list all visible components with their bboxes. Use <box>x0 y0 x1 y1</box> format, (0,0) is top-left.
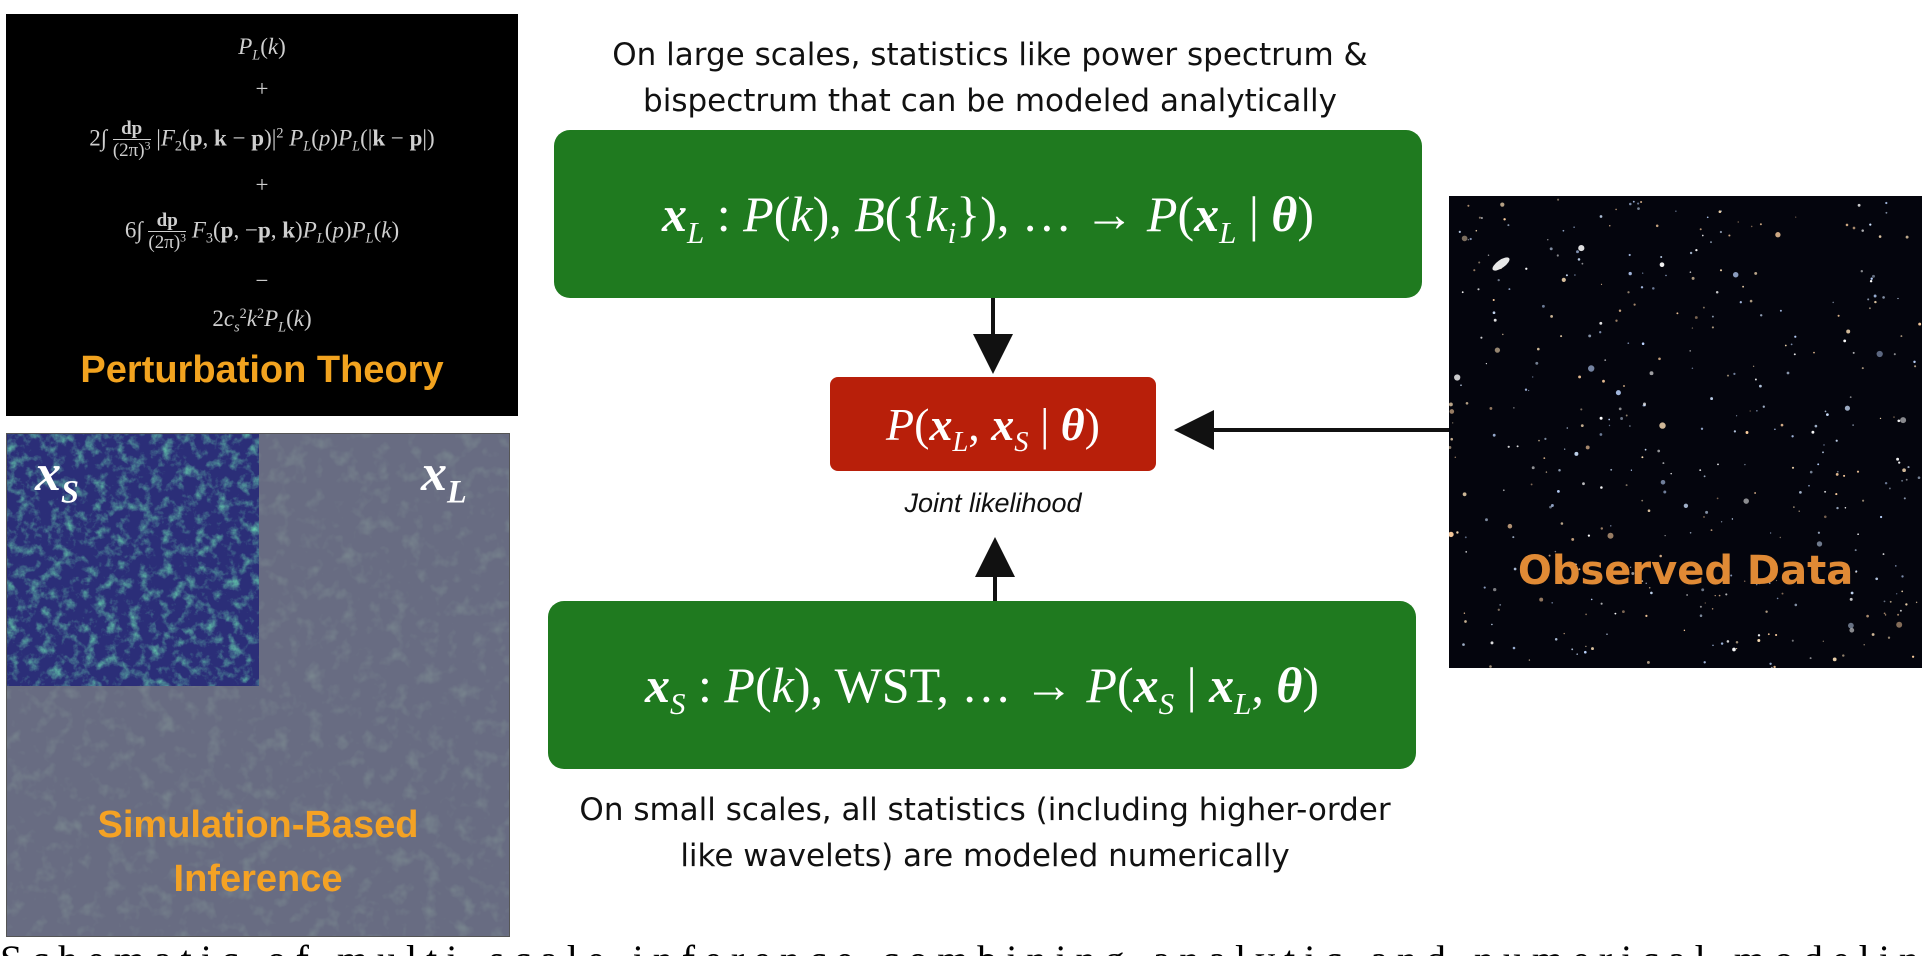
large-scale-likelihood-box: xL : P(k), B({ki}), … → P(xL | θ) <box>554 130 1422 298</box>
perturbation-theory-panel: PL(k) + 2∫ dp (2π)3 |F2(p, k − p)|2 PL(p)… <box>6 14 518 416</box>
observed-data-label: Observed Data <box>1517 548 1854 594</box>
large-scale-equation: xL : P(k), B({ki}), … → P(xL | θ) <box>662 186 1314 250</box>
simulation-label-line1: Simulation-Based <box>97 804 419 846</box>
small-scale-caption-line1: On small scales, all statistics (includi… <box>579 792 1391 828</box>
joint-likelihood-caption: Joint likelihood <box>904 488 1082 518</box>
small-scale-caption-line2: like wavelets) are modeled numerically <box>680 838 1290 874</box>
small-scale-likelihood-box: xS : P(k), WST, … → P(xS | xL, θ) <box>548 601 1416 769</box>
small-scale-caption: On small scales, all statistics (includi… <box>530 787 1440 879</box>
cropped-caption-fragment: Schematic of multi-scale inference combi… <box>0 940 1922 956</box>
joint-likelihood-equation: P(xL, xS | θ) <box>886 398 1100 458</box>
large-scale-symbol: xL <box>421 445 467 510</box>
large-scale-caption: On large scales, statistics like power s… <box>540 32 1440 124</box>
pt-minus-sign: − <box>255 268 269 293</box>
pt-counterterm: 2cs2k2PL(k) <box>212 306 312 336</box>
joint-likelihood-box: P(xL, xS | θ) <box>830 377 1156 471</box>
large-scale-caption-line1: On large scales, statistics like power s… <box>612 37 1368 73</box>
small-scale-equation: xS : P(k), WST, … → P(xS | xL, θ) <box>645 657 1319 721</box>
simulation-panel: xS xL Simulation-Based Inference <box>6 433 510 937</box>
perturbation-theory-title: Perturbation Theory <box>80 349 444 391</box>
small-scale-symbol: xS <box>35 445 79 510</box>
pt-plus-sign-2: + <box>255 172 269 197</box>
star-field-image <box>1449 198 1922 668</box>
pt-linear-term: PL(k) <box>238 34 286 64</box>
observed-data-panel: Observed Data <box>1449 196 1922 668</box>
pt-one-loop-p13-term: 6∫ dp (2π)3 F3(p, −p, k)PL(p)PL(k) <box>124 210 400 253</box>
pt-one-loop-p22-term: 2∫ dp (2π)3 |F2(p, k − p)|2 PL(p)PL(|k − … <box>89 118 435 161</box>
pt-plus-sign-1: + <box>255 76 269 101</box>
simulation-label-line2: Inference <box>173 858 343 900</box>
small-scale-field-inset <box>7 434 259 686</box>
large-scale-caption-line2: bispectrum that can be modeled analytica… <box>643 83 1337 119</box>
